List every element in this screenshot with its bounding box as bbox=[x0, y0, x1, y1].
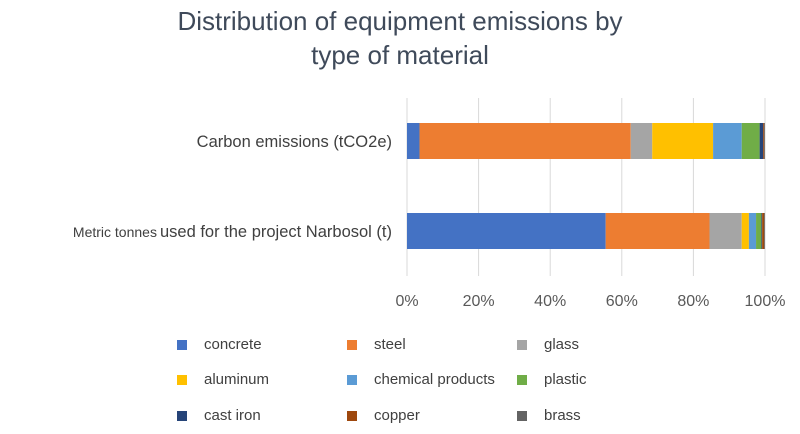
bar-segment-brass bbox=[764, 213, 765, 249]
bar-segment-plastic bbox=[741, 123, 760, 159]
bar-segment-brass bbox=[764, 123, 765, 159]
bar-segment-aluminum bbox=[741, 213, 749, 249]
x-tick-label: 60% bbox=[606, 293, 638, 310]
category-label: Carbon emissions (tCO2e) bbox=[197, 133, 392, 151]
bars bbox=[407, 123, 765, 249]
category-label: Metric tonnes used for the project Narbos… bbox=[73, 223, 392, 241]
x-tick-label: 20% bbox=[463, 293, 495, 310]
bar-segment-steel bbox=[605, 213, 710, 249]
bar-segment-chemical-products bbox=[713, 123, 742, 159]
bar-segment-aluminum bbox=[652, 123, 714, 159]
bar-segment-concrete bbox=[407, 123, 420, 159]
x-tick-label: 0% bbox=[395, 293, 418, 310]
category-label-part: Metric tonnes bbox=[73, 224, 157, 240]
bar-segment-glass bbox=[709, 213, 742, 249]
bar-segment-chemical-products bbox=[748, 213, 757, 249]
bar-segment-glass bbox=[630, 123, 653, 159]
bar-segment-cast-iron bbox=[759, 123, 764, 159]
x-tick-label: 100% bbox=[745, 293, 786, 310]
x-tick-label: 40% bbox=[534, 293, 566, 310]
x-tick-label: 80% bbox=[677, 293, 709, 310]
x-axis-ticks: 0% 20% 40% 60% 80% 100% bbox=[395, 293, 785, 310]
bar-segment-cast-iron bbox=[761, 213, 763, 249]
chart-title-line-1: Distribution of equipment emissions by bbox=[177, 6, 623, 36]
bar-segment-copper bbox=[763, 123, 765, 159]
chart-title: Distribution of equipment emissions by t… bbox=[0, 4, 800, 72]
bar-segment-copper bbox=[762, 213, 765, 249]
bar-segment-plastic bbox=[756, 213, 762, 249]
bar-segment-steel bbox=[419, 123, 631, 159]
category-label-part: used for the project Narbosol (t) bbox=[160, 223, 392, 241]
category-label-part: Carbon emissions (tCO2e) bbox=[197, 133, 392, 151]
chart-title-line-2: type of material bbox=[311, 40, 489, 70]
category-labels: Carbon emissions (tCO2e) Metric tonnes use… bbox=[73, 133, 392, 241]
bar-segment-concrete bbox=[407, 213, 606, 249]
